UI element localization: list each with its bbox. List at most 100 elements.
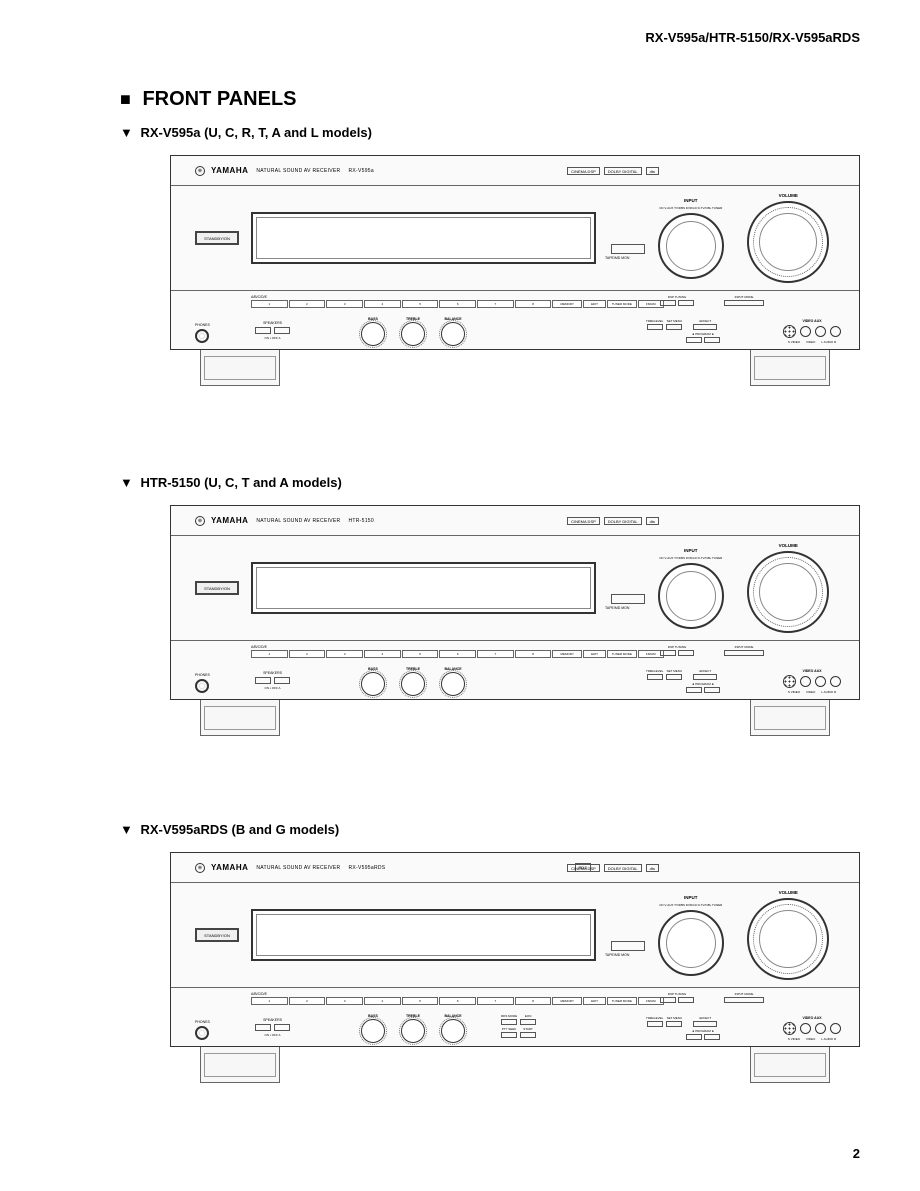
- phones-jack[interactable]: [195, 329, 209, 343]
- tuning-down-button[interactable]: [660, 300, 676, 306]
- preset-btn-8[interactable]: 8: [515, 997, 552, 1005]
- program-next-button[interactable]: [704, 687, 720, 693]
- preset-btn-4[interactable]: 4: [364, 300, 401, 308]
- preset-btn-7[interactable]: 7: [477, 300, 514, 308]
- tape-monitor-button[interactable]: [611, 941, 645, 951]
- preset-btn-7[interactable]: 7: [477, 997, 514, 1005]
- speaker-b-button[interactable]: [274, 677, 290, 684]
- svideo-jack[interactable]: [783, 675, 796, 688]
- input-mode-button[interactable]: [724, 997, 764, 1003]
- preset-btn-7[interactable]: 7: [477, 650, 514, 658]
- tuning-up-button[interactable]: [678, 997, 694, 1003]
- time-level-button[interactable]: [647, 1021, 663, 1027]
- tape-monitor-button[interactable]: [611, 594, 645, 604]
- edit-btn[interactable]: EDIT: [583, 300, 606, 308]
- preset-btn-5[interactable]: 5: [402, 300, 439, 308]
- start-button[interactable]: [520, 1032, 536, 1038]
- speaker-a-button[interactable]: [255, 1024, 271, 1031]
- preset-btn-6[interactable]: 6: [439, 300, 476, 308]
- speaker-b-button[interactable]: [274, 1024, 290, 1031]
- preset-btn-5[interactable]: 5: [402, 650, 439, 658]
- program-prev-button[interactable]: [686, 337, 702, 343]
- pty-button[interactable]: [501, 1032, 517, 1038]
- audio-l-jack[interactable]: [815, 326, 826, 337]
- bass-dial[interactable]: [361, 322, 385, 346]
- preset-btn-2[interactable]: 2: [289, 997, 326, 1005]
- bass-dial[interactable]: [361, 1019, 385, 1043]
- tuner-mode-btn[interactable]: TUNER MODE: [607, 650, 637, 658]
- preset-btn-4[interactable]: 4: [364, 650, 401, 658]
- preset-btn-1[interactable]: 1: [251, 300, 288, 308]
- treble-dial[interactable]: [401, 322, 425, 346]
- speaker-a-button[interactable]: [255, 677, 271, 684]
- tuner-mode-btn[interactable]: TUNER MODE: [607, 300, 637, 308]
- preset-btn-8[interactable]: 8: [515, 300, 552, 308]
- memory-btn[interactable]: MEMORY: [552, 650, 582, 658]
- tuner-mode-btn[interactable]: TUNER MODE: [607, 997, 637, 1005]
- tuning-down-button[interactable]: [660, 650, 676, 656]
- effect-button[interactable]: [693, 674, 717, 680]
- effect-button[interactable]: [693, 324, 717, 330]
- memory-btn[interactable]: MEMORY: [552, 997, 582, 1005]
- svideo-jack[interactable]: [783, 325, 796, 338]
- preset-btn-2[interactable]: 2: [289, 300, 326, 308]
- volume-dial[interactable]: [747, 551, 829, 633]
- set-menu-button[interactable]: [666, 674, 682, 680]
- audio-r-jack[interactable]: [830, 1023, 841, 1034]
- video-jack[interactable]: [800, 676, 811, 687]
- preset-btn-1[interactable]: 1: [251, 650, 288, 658]
- video-jack[interactable]: [800, 1023, 811, 1034]
- bass-dial[interactable]: [361, 672, 385, 696]
- input-selector-dial[interactable]: [658, 563, 724, 629]
- preset-btn-5[interactable]: 5: [402, 997, 439, 1005]
- preset-btn-6[interactable]: 6: [439, 650, 476, 658]
- volume-dial[interactable]: [747, 201, 829, 283]
- audio-l-jack[interactable]: [815, 676, 826, 687]
- speaker-b-button[interactable]: [274, 327, 290, 334]
- edit-btn[interactable]: EDIT: [583, 650, 606, 658]
- input-mode-button[interactable]: [724, 650, 764, 656]
- balance-dial[interactable]: [441, 322, 465, 346]
- preset-btn-4[interactable]: 4: [364, 997, 401, 1005]
- tuning-up-button[interactable]: [678, 300, 694, 306]
- audio-r-jack[interactable]: [830, 326, 841, 337]
- rds-mode-button[interactable]: [501, 1019, 517, 1025]
- preset-btn-6[interactable]: 6: [439, 997, 476, 1005]
- eon-button[interactable]: [520, 1019, 536, 1025]
- preset-btn-1[interactable]: 1: [251, 997, 288, 1005]
- svideo-jack[interactable]: [783, 1022, 796, 1035]
- preset-btn-3[interactable]: 3: [326, 997, 363, 1005]
- audio-l-jack[interactable]: [815, 1023, 826, 1034]
- input-mode-button[interactable]: [724, 300, 764, 306]
- preset-btn-3[interactable]: 3: [326, 300, 363, 308]
- tuning-up-button[interactable]: [678, 650, 694, 656]
- phones-jack[interactable]: [195, 679, 209, 693]
- memory-btn[interactable]: MEMORY: [552, 300, 582, 308]
- balance-dial[interactable]: [441, 1019, 465, 1043]
- standby-button[interactable]: STANDBY/ON: [195, 581, 239, 595]
- treble-dial[interactable]: [401, 672, 425, 696]
- time-level-button[interactable]: [647, 324, 663, 330]
- program-next-button[interactable]: [704, 1034, 720, 1040]
- phones-jack[interactable]: [195, 1026, 209, 1040]
- edit-btn[interactable]: EDIT: [583, 997, 606, 1005]
- standby-button[interactable]: STANDBY/ON: [195, 231, 239, 245]
- input-selector-dial[interactable]: [658, 213, 724, 279]
- effect-button[interactable]: [693, 1021, 717, 1027]
- preset-btn-8[interactable]: 8: [515, 650, 552, 658]
- balance-dial[interactable]: [441, 672, 465, 696]
- video-jack[interactable]: [800, 326, 811, 337]
- set-menu-button[interactable]: [666, 1021, 682, 1027]
- tuning-down-button[interactable]: [660, 997, 676, 1003]
- set-menu-button[interactable]: [666, 324, 682, 330]
- preset-btn-2[interactable]: 2: [289, 650, 326, 658]
- audio-r-jack[interactable]: [830, 676, 841, 687]
- speaker-a-button[interactable]: [255, 327, 271, 334]
- tape-monitor-button[interactable]: [611, 244, 645, 254]
- input-selector-dial[interactable]: [658, 910, 724, 976]
- program-prev-button[interactable]: [686, 1034, 702, 1040]
- program-prev-button[interactable]: [686, 687, 702, 693]
- time-level-button[interactable]: [647, 674, 663, 680]
- preset-btn-3[interactable]: 3: [326, 650, 363, 658]
- treble-dial[interactable]: [401, 1019, 425, 1043]
